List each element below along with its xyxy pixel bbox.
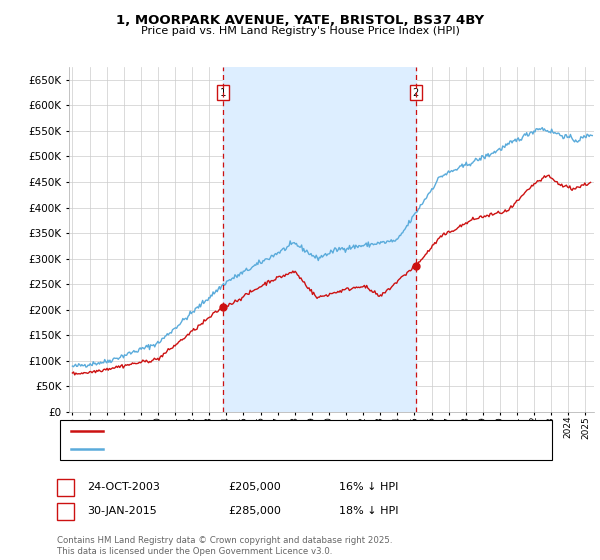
Text: 1, MOORPARK AVENUE, YATE, BRISTOL, BS37 4BY (detached house): 1, MOORPARK AVENUE, YATE, BRISTOL, BS37 …	[108, 426, 438, 436]
Text: 2: 2	[413, 88, 419, 97]
Text: 24-OCT-2003: 24-OCT-2003	[87, 482, 160, 492]
Text: 18% ↓ HPI: 18% ↓ HPI	[339, 506, 398, 516]
Text: 1: 1	[220, 88, 226, 97]
Text: £285,000: £285,000	[228, 506, 281, 516]
Text: 1: 1	[62, 482, 69, 492]
Text: Contains HM Land Registry data © Crown copyright and database right 2025.
This d: Contains HM Land Registry data © Crown c…	[57, 536, 392, 556]
Text: HPI: Average price, detached house, South Gloucestershire: HPI: Average price, detached house, Sout…	[108, 444, 397, 454]
Text: 16% ↓ HPI: 16% ↓ HPI	[339, 482, 398, 492]
Bar	[223, 67, 416, 412]
Text: Price paid vs. HM Land Registry's House Price Index (HPI): Price paid vs. HM Land Registry's House …	[140, 26, 460, 36]
Text: £205,000: £205,000	[228, 482, 281, 492]
Text: 30-JAN-2015: 30-JAN-2015	[87, 506, 157, 516]
Text: 1, MOORPARK AVENUE, YATE, BRISTOL, BS37 4BY: 1, MOORPARK AVENUE, YATE, BRISTOL, BS37 …	[116, 13, 484, 27]
Text: 2: 2	[62, 506, 69, 516]
